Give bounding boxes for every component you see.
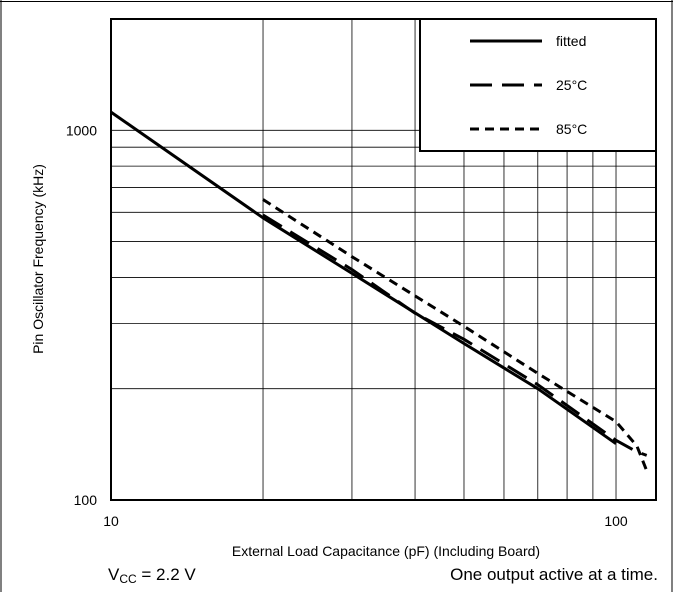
legend: fitted 25°C 85°C — [419, 18, 657, 152]
series-line — [262, 198, 649, 472]
series-group — [110, 110, 649, 472]
vcc-value: = 2.2 V — [136, 565, 196, 584]
plot-area — [110, 18, 657, 501]
y-tick-label: 100 — [74, 492, 98, 508]
series-line — [262, 213, 648, 457]
legend-label: 25°C — [556, 77, 587, 93]
vcc-prefix: V — [108, 565, 120, 584]
y-tick-label: 1000 — [66, 122, 97, 138]
legend-label: 85°C — [556, 121, 587, 137]
axis-tick-labels: 10 100 100 1000 — [66, 122, 628, 529]
x-tick-label: 10 — [103, 513, 119, 529]
vcc-note: VCC = 2.2 V — [108, 565, 196, 586]
x-tick-label: 100 — [604, 513, 628, 529]
legend-label: fitted — [556, 33, 586, 49]
y-axis-label: Pin Oscillator Frequency (kHz) — [30, 164, 46, 354]
x-axis-label: External Load Capacitance (pF) (Includin… — [232, 543, 540, 559]
series-line — [110, 110, 617, 445]
vcc-subscript: CC — [119, 572, 137, 586]
output-note: One output active at a time. — [450, 565, 658, 584]
